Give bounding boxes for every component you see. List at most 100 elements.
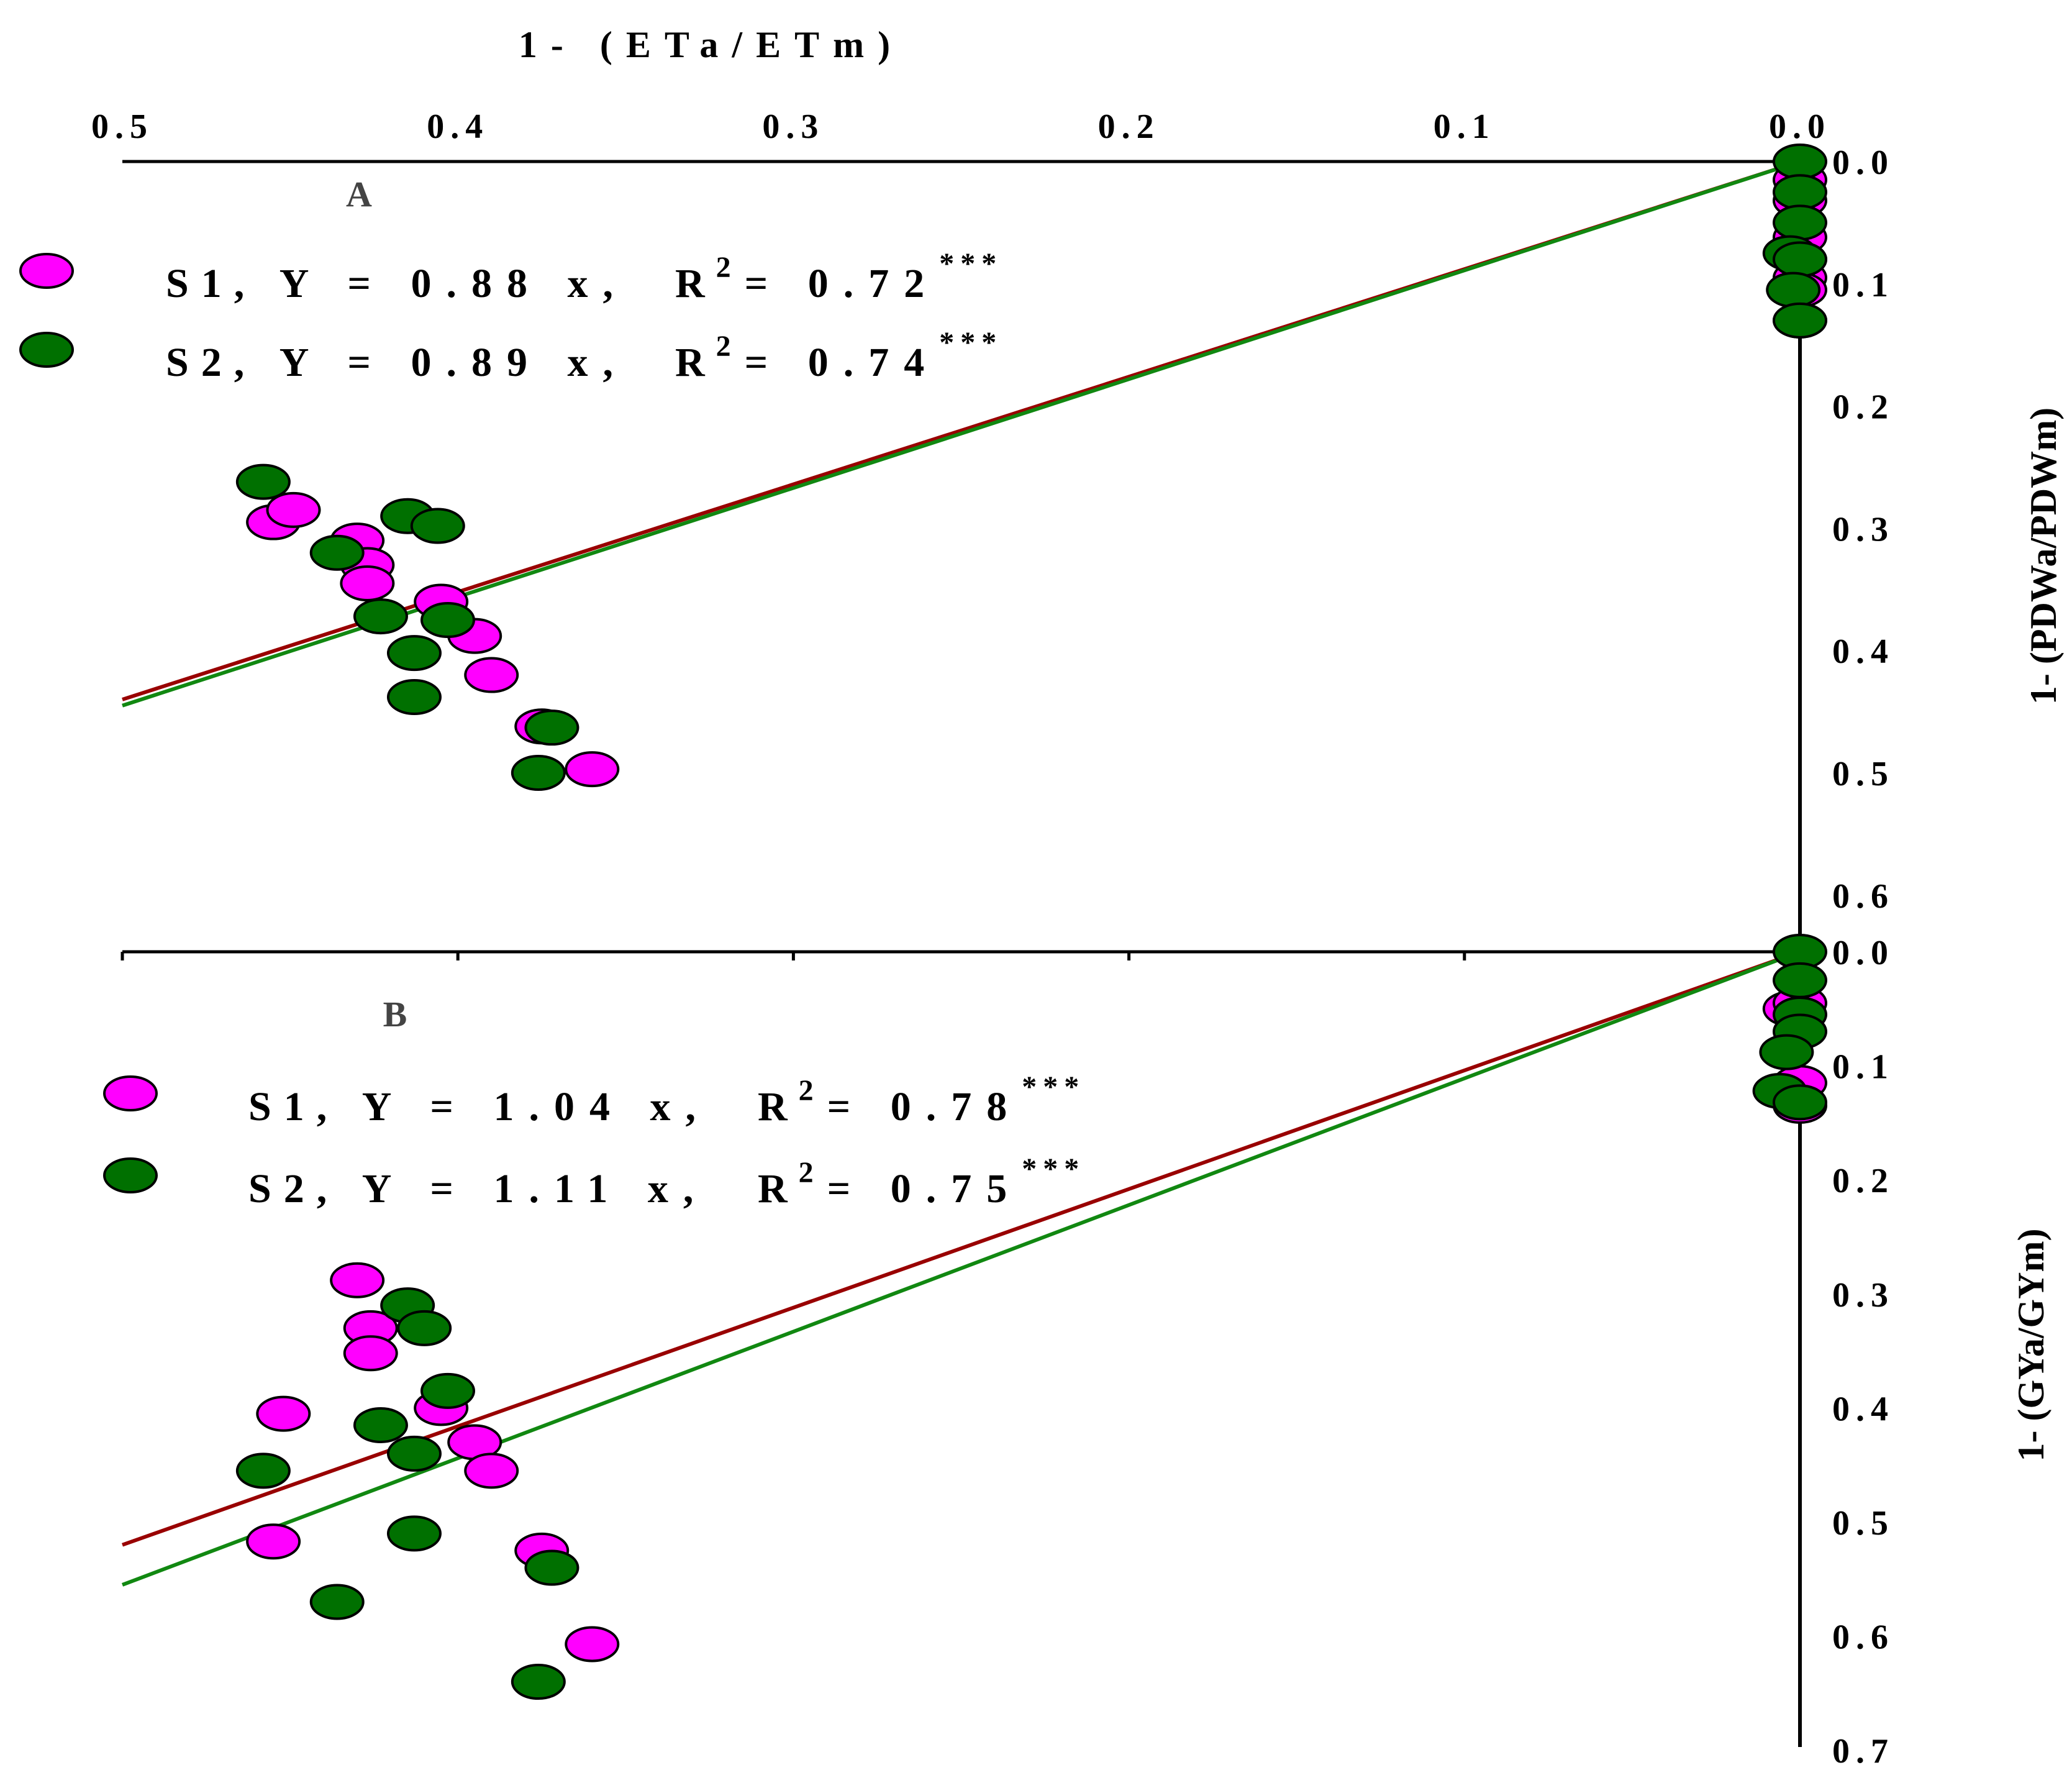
legend-label-B-s1: S1, Y = 1.04 x, R 2 = 0.78***: [248, 1070, 1085, 1129]
data-point-A-s1: [340, 565, 395, 601]
data-point-A-s2: [1773, 302, 1827, 339]
data-point-B-s1: [464, 1453, 519, 1489]
y-tick-label-0-5: 0.5: [1832, 755, 1894, 793]
x-tick-label-0-1: 0.1: [1434, 107, 1496, 146]
legend-r-superscript: 2: [716, 251, 731, 284]
data-point-B-s2: [309, 1584, 365, 1620]
data-point-A-s1: [565, 751, 620, 788]
y-tick-label-0-5: 0.5: [1832, 1504, 1894, 1543]
data-point-B-s1: [343, 1335, 398, 1372]
legend-marker-B-s2: [103, 1157, 158, 1193]
data-point-A-s1: [266, 491, 321, 528]
data-point-B-s2: [397, 1310, 452, 1346]
regression-line-B-s2: [121, 950, 1801, 1587]
legend-marker-A-s2: [19, 332, 74, 368]
legend-r2-value: = 0.74: [745, 340, 940, 385]
y-tick-label-0-0: 0.0: [1832, 934, 1894, 972]
data-point-B-s1: [565, 1626, 620, 1663]
data-point-A-s2: [353, 598, 408, 635]
axes-layer: 0.5 0.4 0.3 0.2 0.1 0.00.00.10.20.30.40.50.61…: [91, 107, 2064, 1771]
legend-r-superscript: 2: [799, 1156, 814, 1189]
data-point-A-s2: [309, 534, 365, 571]
y-tick-label-0-0: 0.0: [1832, 144, 1894, 182]
data-point-A-s2: [1773, 144, 1827, 180]
data-point-B-s2: [524, 1549, 579, 1586]
data-point-B-s2: [1773, 1084, 1827, 1121]
legend-separator: ,: [317, 1166, 362, 1211]
legend-separator: ,: [317, 1084, 362, 1129]
data-point-A-s2: [511, 755, 566, 791]
data-point-B-s2: [386, 1515, 442, 1552]
legend-significance: ***: [939, 247, 1002, 280]
legend-label-B-s2: S2, Y = 1.11 x, R 2 = 0.75***: [248, 1152, 1085, 1211]
legend-significance: ***: [1022, 1070, 1085, 1103]
y-tick-label-0-6: 0.6: [1832, 1618, 1894, 1657]
data-point-A-s2: [420, 602, 475, 638]
legend-r-label: R: [675, 261, 706, 306]
data-point-A-s2: [1773, 204, 1827, 241]
data-point-B-s2: [1773, 962, 1827, 998]
legend-equation: Y = 1.04 x,: [362, 1084, 711, 1129]
data-point-A-s2: [410, 508, 465, 544]
points-layer: [235, 144, 1827, 1700]
legend-r-label: R: [675, 340, 706, 385]
x-tick-label-0-5: 0.5: [91, 107, 153, 146]
x-tick-label-0-2: 0.2: [1098, 107, 1160, 146]
legend-series-name: S1: [166, 261, 234, 306]
data-point-B-s1: [256, 1395, 311, 1432]
legend-r2-value: = 0.75: [827, 1166, 1022, 1211]
data-point-A-s1: [464, 657, 519, 693]
y-tick-label-0-3: 0.3: [1832, 510, 1894, 549]
data-point-A-s2: [1766, 271, 1821, 308]
legend-series-name: S1: [248, 1084, 317, 1129]
data-point-B-s2: [420, 1372, 475, 1409]
y-tick-label-0-1: 0.1: [1832, 1048, 1894, 1087]
legend-label-A-s2: S2, Y = 0.89 x, R 2 = 0.74***: [166, 326, 1002, 385]
data-point-A-s2: [1773, 174, 1827, 211]
legend-marker-A-s1: [19, 253, 74, 289]
legend-significance: ***: [939, 326, 1002, 359]
legend-r-superscript: 2: [716, 330, 731, 363]
legend-r-superscript: 2: [799, 1074, 814, 1107]
y-tick-label-0-2: 0.2: [1832, 388, 1894, 427]
y-tick-label-0-6: 0.6: [1832, 877, 1894, 916]
data-point-A-s2: [1773, 241, 1827, 278]
data-point-A-s2: [386, 635, 442, 672]
legend-r-label: R: [758, 1166, 788, 1211]
legend-significance: ***: [1022, 1152, 1085, 1185]
legend-series-name: S2: [166, 340, 234, 385]
data-point-B-s2: [386, 1435, 442, 1472]
y-tick-label-0-1: 0.1: [1832, 266, 1894, 304]
legend-equation: Y = 0.89 x,: [279, 340, 628, 385]
top-x-axis-title: 1- (ETa/ETm): [519, 24, 904, 65]
legend-layer: S1, Y = 0.88 x, R 2 = 0.72***S2, Y = 0.89 x…: [19, 247, 1085, 1211]
legend-equation: Y = 1.11 x,: [362, 1166, 709, 1211]
data-point-A-s2: [235, 463, 291, 500]
x-tick-label-0-3: 0.3: [762, 107, 824, 146]
panel-B-y-axis-title: 1- (GYa/GYm): [2011, 1229, 2052, 1462]
y-tick-label-0-2: 0.2: [1832, 1162, 1894, 1200]
x-tick-label-0-4: 0.4: [427, 107, 489, 146]
y-tick-label-0-7: 0.7: [1832, 1732, 1894, 1771]
data-point-B-s1: [330, 1262, 385, 1298]
data-point-B-s2: [511, 1664, 566, 1700]
y-tick-label-0-4: 0.4: [1832, 632, 1894, 671]
legend-marker-B-s1: [103, 1075, 158, 1111]
x-tick-label-0-0: 0.0: [1769, 107, 1831, 146]
legend-r-label: R: [758, 1084, 788, 1129]
panel-A-y-axis-title: 1- (PDWa/PDWm): [2023, 408, 2064, 705]
data-point-A-s2: [524, 709, 579, 746]
y-tick-label-0-3: 0.3: [1832, 1276, 1894, 1315]
data-point-A-s2: [386, 678, 442, 715]
legend-label-A-s1: S1, Y = 0.88 x, R 2 = 0.72***: [166, 247, 1002, 306]
legend-r2-value: = 0.72: [745, 261, 940, 306]
legend-equation: Y = 0.88 x,: [279, 261, 628, 306]
panel-label-B: B: [383, 994, 407, 1034]
legend-separator: ,: [234, 261, 279, 306]
legend-separator: ,: [234, 340, 279, 385]
legend-r2-value: = 0.78: [827, 1084, 1022, 1129]
data-point-B-s2: [1759, 1034, 1814, 1070]
data-point-B-s2: [235, 1453, 291, 1489]
data-point-B-s2: [353, 1407, 408, 1443]
